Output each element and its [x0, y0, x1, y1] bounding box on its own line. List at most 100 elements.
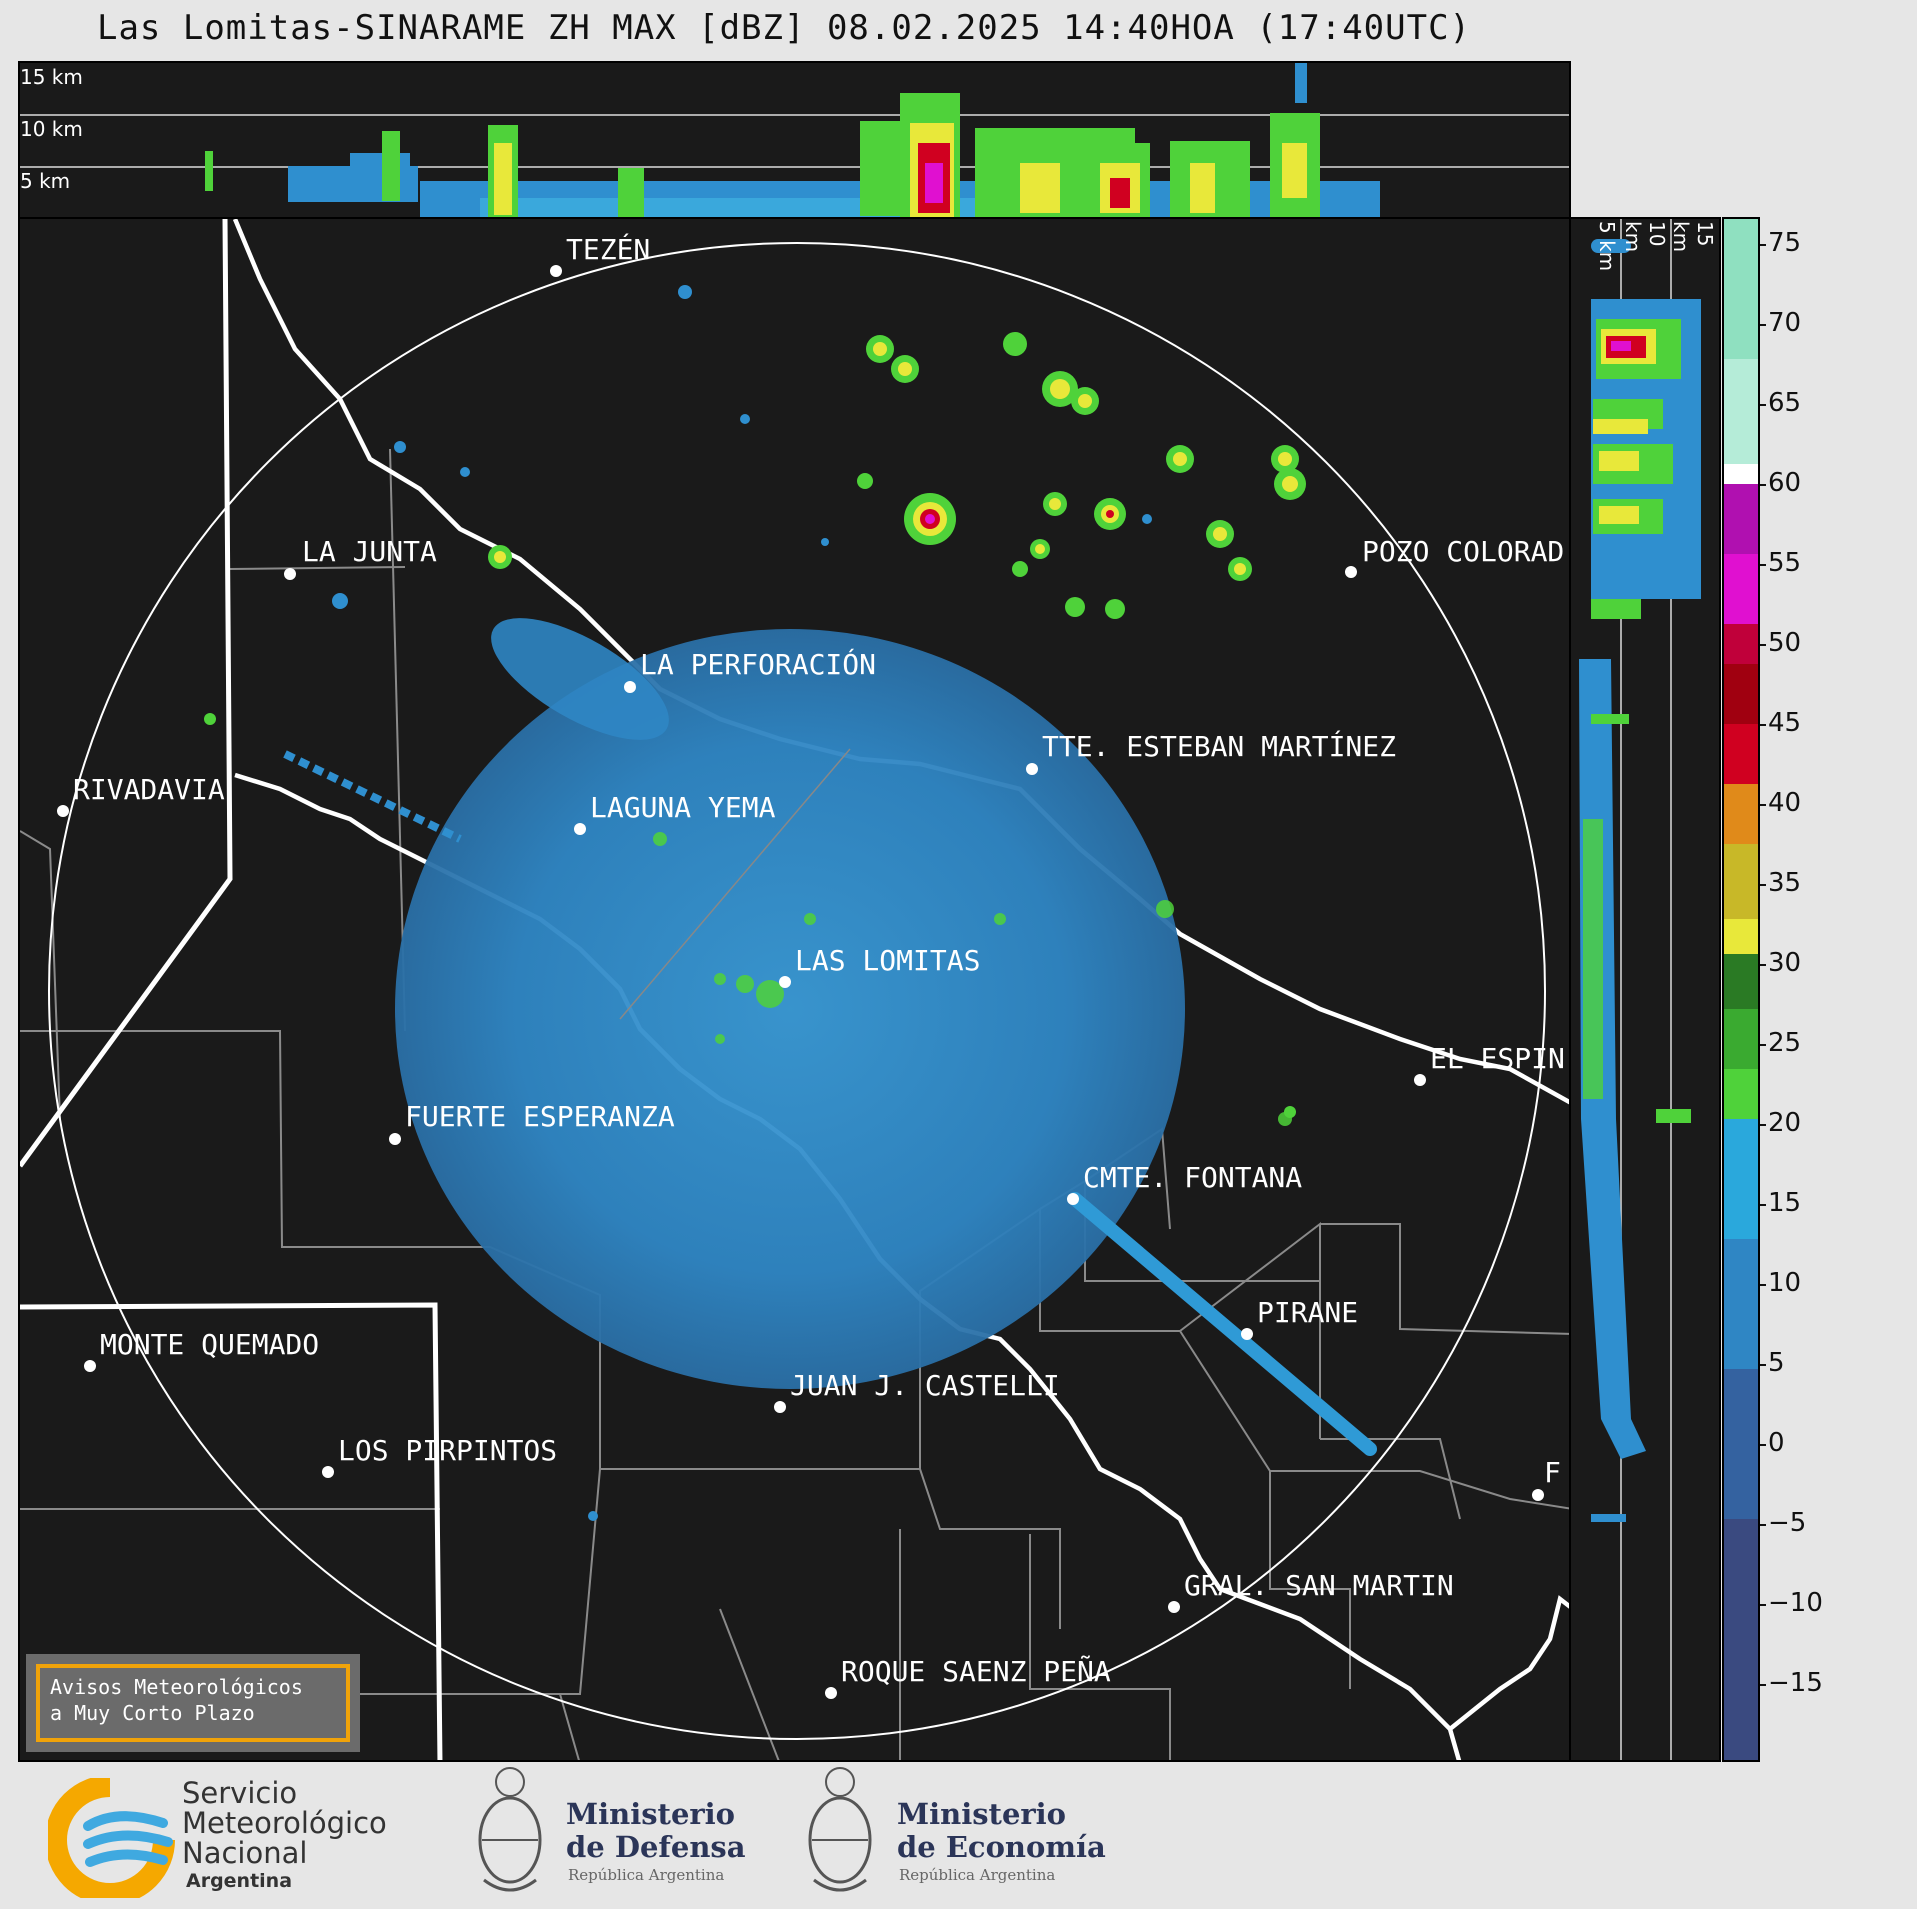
cb-tick-0: 0: [1768, 1428, 1785, 1458]
defensa-line-2: de Defensa: [566, 1830, 746, 1864]
cb-tick-25: 25: [1768, 1028, 1802, 1058]
smn-line-1: Servicio: [182, 1776, 298, 1810]
city-dot-la-perforacion: [624, 681, 636, 693]
city-dot-rivadavia: [57, 805, 69, 817]
smn-line-2: Meteorológico: [182, 1806, 387, 1840]
cross-section-line: [619, 748, 851, 1020]
dbz-colorbar: [1722, 217, 1760, 1762]
defensa-line-1: Ministerio: [566, 1797, 736, 1831]
top-profile-echoes: [205, 63, 1380, 217]
side-height-profile: 5 km 10 km 15 km: [1569, 217, 1721, 1762]
city-dot-juan-j-castelli: [774, 1401, 786, 1413]
scattered-echoes: [332, 285, 1152, 1521]
cb-tick-55: 55: [1768, 548, 1802, 578]
cb-tickmark-65: [1760, 404, 1766, 406]
city-label-gral-san-martin: GRAL. SAN MARTIN: [1184, 1569, 1454, 1602]
city-label-laguna-yema: LAGUNA YEMA: [590, 791, 776, 824]
map-title: Las Lomitas-SINARAME ZH MAX [dBZ] 08.02.…: [96, 8, 1472, 48]
economia-line-1: Ministerio: [897, 1797, 1067, 1831]
cb-tickmark-40: [1760, 804, 1766, 806]
city-label-roque-saenz-pena: ROQUE SAENZ PEÑA: [841, 1654, 1111, 1688]
economia-shield-icon: [808, 1767, 872, 1892]
cb-tickmark-10: [1760, 1284, 1766, 1286]
map-graphics: TEZÉN LA JUNTA POZO COLORAD LA PERFORACI…: [20, 219, 1569, 1760]
cb-tickmark-25: [1760, 1044, 1766, 1046]
city-label-el-espinillo: EL ESPIN: [1430, 1042, 1565, 1075]
cb-tick-minus15: −15: [1768, 1668, 1823, 1698]
cb-tick-45: 45: [1768, 708, 1802, 738]
cb-tickmark-60: [1760, 484, 1766, 486]
defensa-shield-icon: [478, 1767, 542, 1892]
city-label-la-perforacion: LA PERFORACIÓN: [640, 647, 876, 681]
colorbar-graphics: [1724, 219, 1758, 1760]
cb-tick-minus5: −5: [1768, 1508, 1807, 1538]
defensa-line-3: República Argentina: [568, 1866, 725, 1884]
side-km-label-10: 10 km: [1621, 221, 1669, 253]
cb-tickmark-50: [1760, 644, 1766, 646]
economia-line-3: República Argentina: [899, 1866, 1056, 1884]
top-km-label-5: 5 km: [20, 169, 71, 193]
warning-box[interactable]: Avisos Meteorológicos a Muy Corto Plazo: [26, 1654, 360, 1752]
cb-tick-5: 5: [1768, 1348, 1785, 1378]
cb-tick-15: 15: [1768, 1188, 1802, 1218]
cb-tick-70: 70: [1768, 308, 1802, 338]
cb-tickmark-0: [1760, 1444, 1766, 1446]
cb-tick-60: 60: [1768, 468, 1802, 498]
warning-line-2: a Muy Corto Plazo: [50, 1701, 255, 1725]
radar-map[interactable]: TEZÉN LA JUNTA POZO COLORAD LA PERFORACI…: [18, 217, 1571, 1762]
cb-tickmark-20: [1760, 1124, 1766, 1126]
cb-tick-minus10: −10: [1768, 1588, 1823, 1618]
cb-tickmark-30: [1760, 964, 1766, 966]
city-dot-cmte-fontana: [1067, 1193, 1079, 1205]
city-label-tezen: TEZÉN: [566, 232, 650, 266]
convective-cells: [204, 332, 1306, 1118]
cb-tickmark-15: [1760, 1204, 1766, 1206]
city-dot-el-espinillo: [1414, 1074, 1426, 1086]
range-ring: [48, 242, 1546, 1740]
city-dot-los-pirpintos: [322, 1466, 334, 1478]
echo-spike-southeast: [1068, 1192, 1377, 1456]
city-dot-fuerte-esperanza: [389, 1133, 401, 1145]
city-dot-monte-quemado: [84, 1360, 96, 1372]
cb-tickmark-45: [1760, 724, 1766, 726]
cities: TEZÉN LA JUNTA POZO COLORAD LA PERFORACI…: [57, 232, 1565, 1699]
warning-line-1: Avisos Meteorológicos: [50, 1675, 303, 1699]
cb-tickmark-35: [1760, 884, 1766, 886]
cb-tick-40: 40: [1768, 788, 1802, 818]
cb-tick-75: 75: [1768, 228, 1802, 258]
province-borders: [20, 219, 443, 1760]
echo-area: [395, 629, 1185, 1389]
top-km-label-10: 10 km: [20, 117, 83, 141]
smn-line-4: Argentina: [186, 1870, 293, 1892]
echo-green-speckles: [653, 832, 1292, 1126]
city-dot-laguna-yema: [574, 823, 586, 835]
top-profile-graphics: [20, 63, 1569, 217]
city-label-cmte-fontana: CMTE. FONTANA: [1083, 1161, 1302, 1194]
cb-tickmark-55: [1760, 564, 1766, 566]
top-km-label-15: 15 km: [20, 65, 83, 89]
cb-tickmark-minus15: [1760, 1684, 1766, 1686]
city-label-monte-quemado: MONTE QUEMADO: [100, 1328, 319, 1361]
side-km-label-5: 5 km: [1595, 221, 1619, 272]
city-dot-la-junta: [284, 568, 296, 580]
city-dot-pirane: [1241, 1328, 1253, 1340]
city-label-fuerte-esperanza: FUERTE ESPERANZA: [405, 1100, 675, 1133]
cb-tick-35: 35: [1768, 868, 1802, 898]
echo-area-nw: [491, 618, 669, 740]
city-dot-las-lomitas: [779, 976, 791, 988]
cb-tick-30: 30: [1768, 948, 1802, 978]
cb-tickmark-75: [1760, 244, 1766, 246]
echo-spike-west: [283, 750, 462, 843]
city-label-los-pirpintos: LOS PIRPINTOS: [338, 1434, 557, 1467]
smn-logo-icon: [48, 1778, 175, 1898]
city-dot-tte-esteban-martinez: [1026, 763, 1038, 775]
side-profile-graphics: [1579, 219, 1701, 1760]
cb-tick-65: 65: [1768, 388, 1802, 418]
economia-line-2: de Economía: [897, 1830, 1106, 1864]
city-label-rivadavia: RIVADAVIA: [73, 773, 225, 806]
top-height-profile: 15 km 10 km 5 km: [18, 61, 1571, 219]
city-label-formosa: F: [1544, 1456, 1561, 1489]
warning-box-inner: Avisos Meteorológicos a Muy Corto Plazo: [36, 1664, 350, 1742]
city-dot-formosa: [1532, 1489, 1544, 1501]
city-label-pirane: PIRANE: [1257, 1296, 1358, 1329]
